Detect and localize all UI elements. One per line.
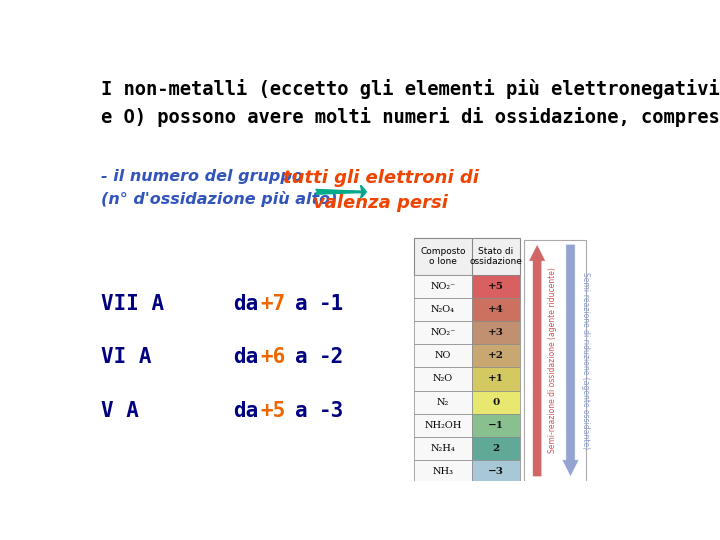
Text: V A: V A <box>101 401 139 421</box>
Text: - il numero del gruppo
(n° d'ossidazione più alto): - il numero del gruppo (n° d'ossidazione… <box>101 168 338 207</box>
Text: +7: +7 <box>261 294 286 314</box>
Text: NH₂OH: NH₂OH <box>424 421 462 430</box>
Text: NO: NO <box>435 352 451 360</box>
Bar <box>414 298 472 321</box>
Bar <box>472 460 520 483</box>
Text: −3: −3 <box>488 467 504 476</box>
Text: +1: +1 <box>488 374 504 383</box>
Text: Semi-reazione di riduzione (agente ossidante): Semi-reazione di riduzione (agente ossid… <box>581 272 590 449</box>
Text: tutti gli elettroni di
valenza persi: tutti gli elettroni di valenza persi <box>283 168 479 212</box>
Text: VII A: VII A <box>101 294 164 314</box>
Text: 0: 0 <box>492 397 500 407</box>
Bar <box>472 390 520 414</box>
Bar <box>414 460 472 483</box>
Text: +6: +6 <box>261 347 286 367</box>
Text: N₂O₄: N₂O₄ <box>431 305 455 314</box>
Bar <box>414 390 472 414</box>
Bar <box>472 298 520 321</box>
Text: Stato di
ossidazione: Stato di ossidazione <box>469 247 523 266</box>
Text: a: a <box>295 294 308 314</box>
Text: 2: 2 <box>492 444 500 453</box>
Text: a: a <box>295 347 308 367</box>
Bar <box>414 437 472 460</box>
Text: -1: -1 <box>319 294 344 314</box>
Text: +5: +5 <box>261 401 286 421</box>
Bar <box>472 275 520 298</box>
Text: NO₂⁻: NO₂⁻ <box>431 328 456 338</box>
Bar <box>472 367 520 390</box>
Bar <box>414 414 472 437</box>
Text: da: da <box>233 294 258 314</box>
Text: +4: +4 <box>488 305 504 314</box>
Text: N₂O: N₂O <box>433 374 453 383</box>
Bar <box>414 275 472 298</box>
Text: Composto
o Ione: Composto o Ione <box>420 247 466 266</box>
FancyArrow shape <box>562 244 579 477</box>
Text: a: a <box>295 401 308 421</box>
Text: +2: +2 <box>488 352 504 360</box>
Text: da: da <box>233 401 258 421</box>
Bar <box>414 345 472 367</box>
Text: +3: +3 <box>488 328 504 338</box>
Text: VI A: VI A <box>101 347 151 367</box>
Bar <box>472 414 520 437</box>
Text: da: da <box>233 347 258 367</box>
Bar <box>472 345 520 367</box>
Text: N₂: N₂ <box>437 397 449 407</box>
Text: I non-metalli (eccetto gli elementi più elettronegativi, come F
e O) possono ave: I non-metalli (eccetto gli elementi più … <box>101 79 720 127</box>
Bar <box>414 321 472 345</box>
Text: −1: −1 <box>488 421 504 430</box>
Bar <box>414 238 520 275</box>
Text: -3: -3 <box>319 401 344 421</box>
Bar <box>414 367 472 390</box>
Text: N₂H₄: N₂H₄ <box>431 444 455 453</box>
Bar <box>472 437 520 460</box>
Text: NH₃: NH₃ <box>433 467 454 476</box>
Text: +5: +5 <box>488 282 504 291</box>
Bar <box>524 240 586 487</box>
Text: Semi-reazione di ossidazione (agente riducente): Semi-reazione di ossidazione (agente rid… <box>548 267 557 454</box>
Text: -2: -2 <box>319 347 344 367</box>
FancyArrow shape <box>528 244 546 477</box>
Bar <box>472 321 520 345</box>
Text: NO₂⁻: NO₂⁻ <box>431 282 456 291</box>
